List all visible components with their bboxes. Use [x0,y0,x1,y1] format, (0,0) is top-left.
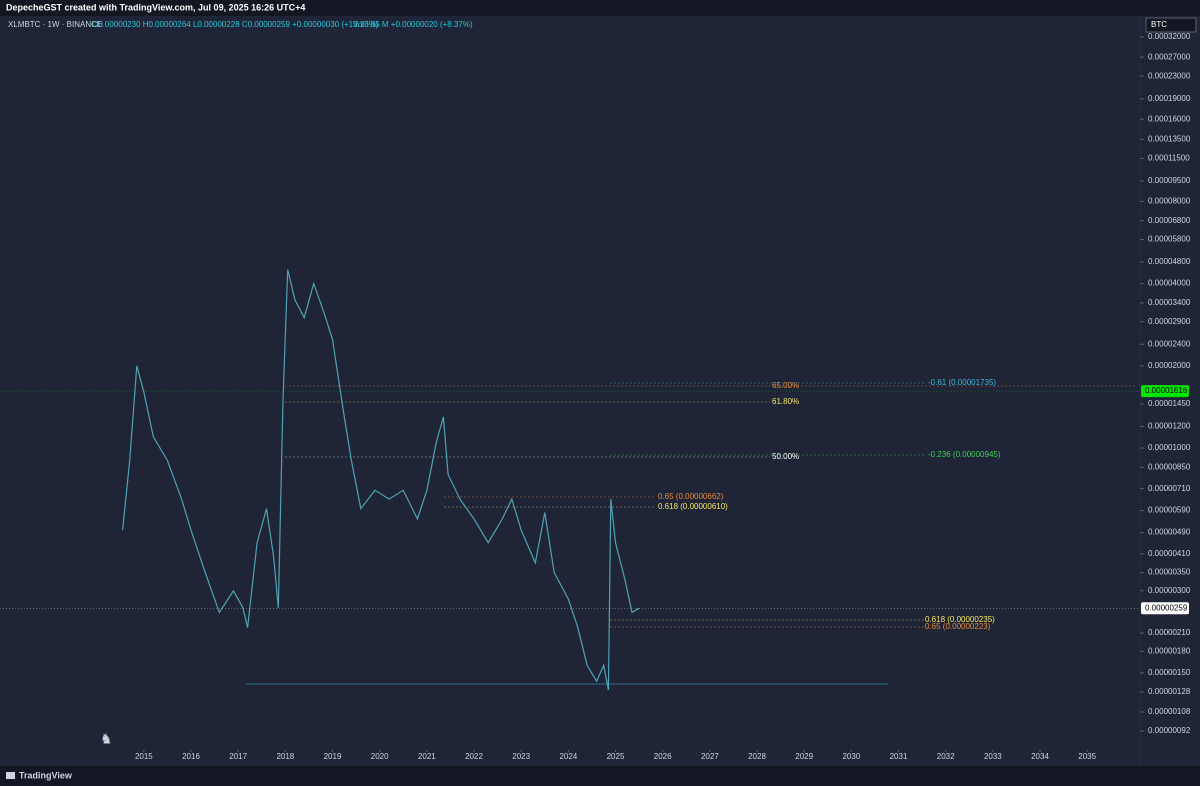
x-tick-label: 2035 [1078,752,1096,761]
y-tick-label: 0.00000092 [1148,726,1191,735]
x-tick-label: 2024 [559,752,577,761]
y-tick-label: 0.00000850 [1148,462,1191,471]
y-tick-label: 0.00001450 [1148,399,1191,408]
y-tick-label: 0.00000710 [1148,484,1191,493]
y-tick-label: 0.00000150 [1148,668,1191,677]
fib-label: 65.00% [772,381,799,390]
y-tick-label: 0.00006800 [1148,216,1191,225]
x-tick-label: 2032 [937,752,955,761]
y-tick-label: 0.00005800 [1148,235,1191,244]
y-tick-label: 0.00011500 [1148,153,1190,162]
x-tick-label: 2022 [465,752,483,761]
replay-icon[interactable]: ♞ [100,731,113,747]
y-tick-label: 0.00003400 [1148,298,1191,307]
y-tick-label: 0.00009500 [1148,176,1191,185]
y-tick-label: 0.00000128 [1148,687,1191,696]
price-tag-label: 0.00000259 [1145,603,1188,612]
x-tick-label: 2018 [276,752,294,761]
fib-label: 0.618 (0.00000235) [925,615,995,624]
y-tick-label: 0.00002900 [1148,317,1191,326]
y-tick-label: 0.00016000 [1148,114,1191,123]
currency: BTC [1151,20,1167,29]
y-tick-label: 0.00000490 [1148,528,1191,537]
y-tick-label: 0.00000300 [1148,586,1191,595]
y-tick-label: 0.00032000 [1148,32,1191,41]
symbol: XLMBTC · 1W · BINANCE [8,20,102,29]
x-tick-label: 2027 [701,752,719,761]
fib-label: 0.65 (0.00000223) [925,622,991,631]
header-text: DepecheGST created with TradingView.com,… [6,2,305,12]
y-tick-label: 0.00000590 [1148,506,1191,515]
price-tag [1141,385,1189,398]
y-tick-label: 0.00002400 [1148,339,1191,348]
footer-brand: TradingView [19,770,73,780]
y-tick-label: 0.00000108 [1148,707,1191,716]
y-tick-label: 0.00000180 [1148,647,1191,656]
x-tick-label: 2020 [371,752,389,761]
x-tick-label: 2019 [324,752,342,761]
y-tick-label: 0.00013500 [1148,134,1191,143]
y-tick-label: 0.00001200 [1148,422,1191,431]
x-tick-label: 2029 [795,752,813,761]
x-tick-label: 2015 [135,752,153,761]
x-tick-label: 2030 [842,752,860,761]
x-tick-label: 2033 [984,752,1002,761]
y-tick-label: 0.00027000 [1148,52,1191,61]
ohlc: O0.00000230 H0.00000264 L0.00000228 C0.0… [92,20,379,29]
price-tag [1141,602,1189,615]
y-tick-label: 0.00023000 [1148,71,1191,80]
x-tick-label: 2017 [229,752,247,761]
y-tick-label: 0.00000410 [1148,549,1191,558]
y-tick-label: 0.00004000 [1148,279,1191,288]
fib-label: 50.00% [772,452,799,461]
x-tick-label: 2026 [654,752,672,761]
y-tick-label: 0.00000350 [1148,568,1191,577]
volume: Vol3.85 M +0.00000020 (+8.37%) [353,20,473,29]
y-tick-label: 0.00019000 [1148,94,1191,103]
x-tick-label: 2025 [607,752,625,761]
fib-label: 0.618 (0.00000610) [658,502,728,511]
price-tag-label: 0.00001616 [1145,386,1188,395]
fib-label: -0.61 (0.00001735) [928,378,996,387]
currency-box[interactable] [1145,17,1197,33]
y-tick-label: 0.00000210 [1148,628,1191,637]
tv-logo [6,772,15,779]
x-tick-label: 2023 [512,752,530,761]
x-tick-label: 2031 [890,752,908,761]
y-tick-label: 0.00002000 [1148,361,1191,370]
y-tick-label: 0.00008000 [1148,197,1191,206]
fib-label: -0.236 (0.00000945) [928,450,1001,459]
x-tick-label: 2034 [1031,752,1049,761]
fib-label: 61.80% [772,397,799,406]
x-tick-label: 2016 [182,752,200,761]
y-tick-label: 0.00004800 [1148,257,1191,266]
x-tick-label: 2028 [748,752,766,761]
fib-label: 0.65 (0.00000662) [658,492,724,501]
x-tick-label: 2021 [418,752,436,761]
price-line [122,269,640,691]
y-tick-label: 0.00001000 [1148,443,1191,452]
